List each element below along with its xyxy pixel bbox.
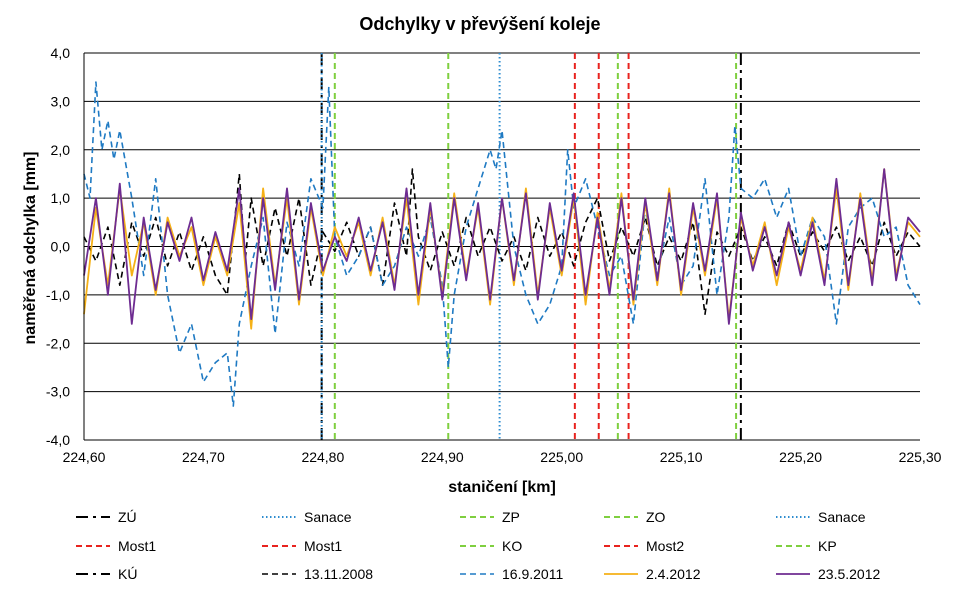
data-series: [83, 81, 921, 407]
x-tick-label: 224,90: [421, 449, 464, 465]
y-tick-label: 2,0: [51, 142, 71, 158]
series-line: [83, 168, 921, 316]
y-tick-label: 4,0: [51, 45, 71, 61]
legend-label: ZO: [646, 509, 666, 525]
legend-label: KP: [818, 538, 837, 554]
series-line: [83, 168, 921, 325]
legend-label: ZÚ: [118, 509, 137, 525]
y-tick-label: -3,0: [46, 384, 70, 400]
series-line: [83, 81, 921, 407]
x-tick-label: 224,70: [182, 449, 225, 465]
x-tick-label: 225,10: [660, 449, 703, 465]
x-tick-label: 225,30: [899, 449, 942, 465]
legend-label: Sanace: [818, 509, 866, 525]
y-tick-label: -1,0: [46, 287, 70, 303]
legend-label: 16.9.2011: [502, 566, 563, 582]
legend-label: KO: [502, 538, 522, 554]
legend: ZÚ Sanace ZP ZO Sanace Most1 Most1 KO Most2 KP KÚ 1…: [76, 509, 880, 582]
y-tick-label: -2,0: [46, 335, 70, 351]
marker-lines: [320, 53, 742, 440]
y-tick-label: 3,0: [51, 93, 71, 109]
y-tick-label: 1,0: [51, 190, 71, 206]
x-tick-label: 224,80: [301, 449, 344, 465]
legend-label: Most1: [304, 538, 342, 554]
legend-label: Most1: [118, 538, 156, 554]
y-tick-label: 0,0: [51, 239, 71, 255]
x-tick-label: 225,20: [779, 449, 822, 465]
legend-label: ZP: [502, 509, 520, 525]
legend-label: 2.4.2012: [646, 566, 701, 582]
legend-label: Most2: [646, 538, 684, 554]
legend-label: 23.5.2012: [818, 566, 880, 582]
y-tick-label: -4,0: [46, 432, 70, 448]
y-axis-title: naměřená odchylka [mm]: [22, 152, 39, 345]
legend-label: 13.11.2008: [304, 566, 373, 582]
legend-label: Sanace: [304, 509, 352, 525]
x-axis-title: staničení [km]: [448, 479, 556, 496]
x-tick-label: 225,00: [540, 449, 583, 465]
axes: [83, 53, 920, 441]
chart-title: Odchylky v převýšení koleje: [359, 14, 600, 34]
legend-label: KÚ: [118, 566, 137, 582]
x-tick-label: 224,60: [63, 449, 106, 465]
